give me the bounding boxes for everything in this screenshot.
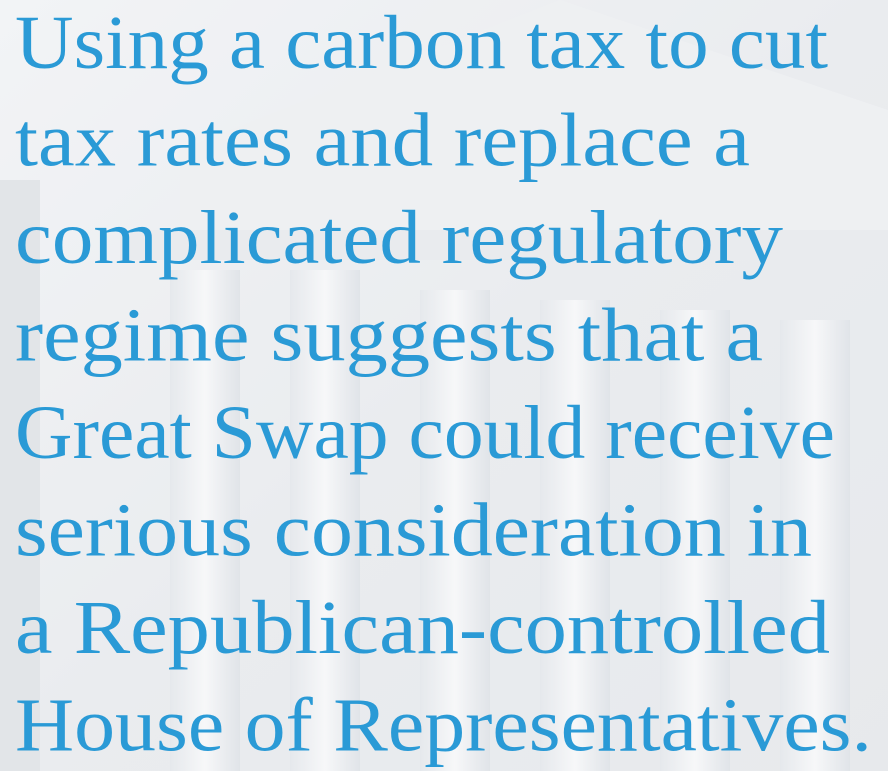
quote-line: House of Representatives. [15, 684, 872, 768]
quote-line: complicated regulatory [15, 196, 783, 280]
quote-line: Great Swap could receive [15, 391, 835, 475]
quote-line: serious consideration in [15, 489, 812, 573]
quote-line: regime suggests that a [15, 294, 763, 378]
quote-line: a Republican-controlled [15, 586, 830, 670]
page: Using a carbon tax to cut tax rates and r… [0, 0, 888, 771]
quote-line: tax rates and replace a [15, 99, 750, 183]
quote-card: Using a carbon tax to cut tax rates and r… [0, 0, 888, 771]
quote-line: Using a carbon tax to cut [15, 1, 828, 85]
